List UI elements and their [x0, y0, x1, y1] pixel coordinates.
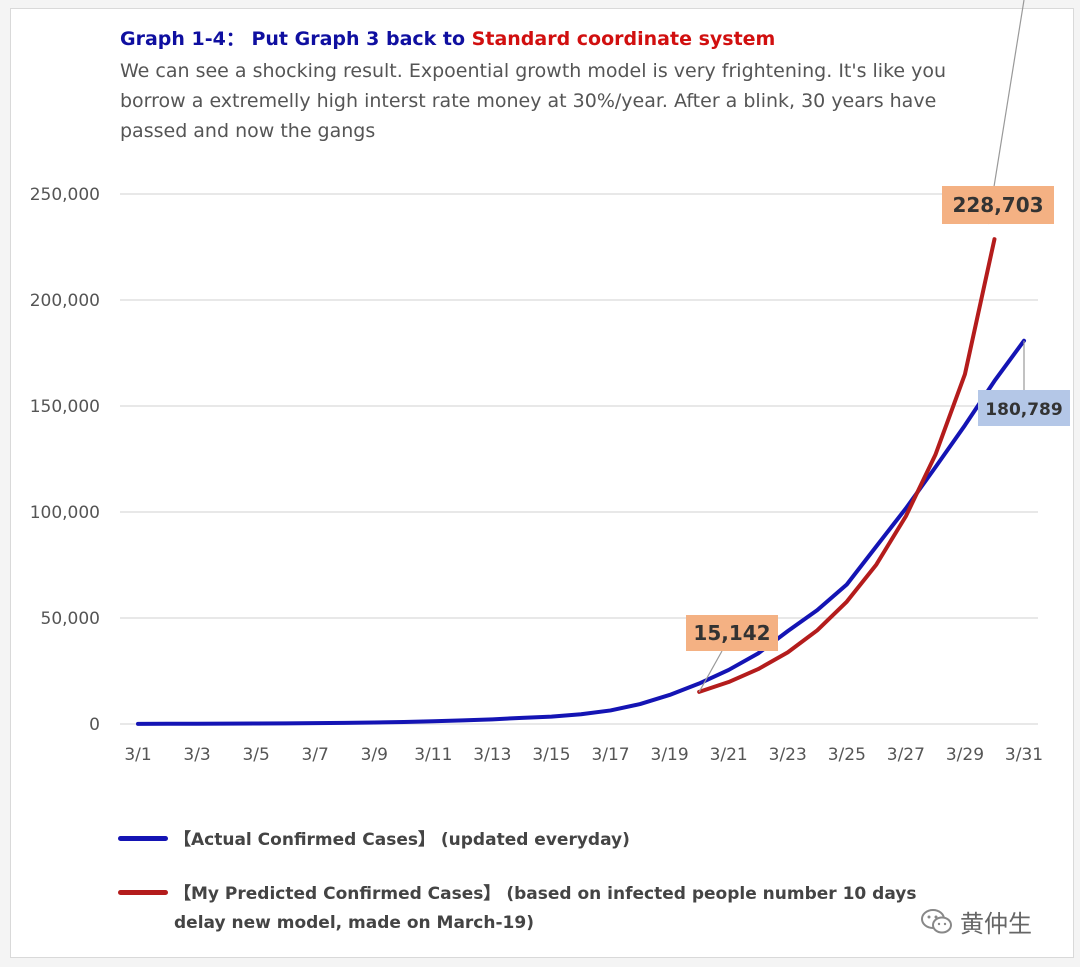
x-tick-label: 3/27 — [887, 745, 925, 765]
legend-swatch-actual — [118, 836, 168, 841]
y-tick-label: 200,000 — [30, 291, 100, 311]
x-tick-label: 3/7 — [302, 745, 329, 765]
annotations: 15,142 228,703 180,789 — [686, 0, 1070, 693]
watermark: 黄仲生 — [920, 904, 1032, 939]
y-tick-label: 150,000 — [30, 397, 100, 417]
x-tick-label: 3/23 — [769, 745, 807, 765]
legend-item-actual: 【Actual Confirmed Cases】 (updated everyd… — [118, 826, 964, 855]
legend-label-predicted: 【My Predicted Confirmed Cases】 (based on… — [174, 884, 917, 933]
x-tick-label: 3/11 — [414, 745, 452, 765]
data-label: 180,789 — [985, 400, 1062, 420]
y-tick-label: 0 — [89, 715, 100, 735]
series-lines — [136, 237, 1026, 726]
x-tick-label: 3/19 — [651, 745, 689, 765]
x-tick-label: 3/31 — [1005, 745, 1043, 765]
wechat-icon — [921, 908, 952, 933]
y-tick-label: 50,000 — [41, 609, 100, 629]
legend-item-predicted: 【My Predicted Confirmed Cases】 (based on… — [118, 880, 964, 938]
x-tick-label: 3/21 — [710, 745, 748, 765]
annotation-box — [686, 615, 778, 651]
x-tick-label: 3/29 — [946, 745, 984, 765]
y-tick-label: 100,000 — [30, 503, 100, 523]
annotation-box — [942, 186, 1054, 224]
x-tick-label: 3/25 — [828, 745, 866, 765]
x-tick-label: 3/13 — [473, 745, 511, 765]
x-tick-label: 3/3 — [183, 745, 210, 765]
data-label: 228,703 — [952, 193, 1043, 217]
watermark-text: 黄仲生 — [960, 910, 1032, 938]
x-tick-label: 3/1 — [124, 745, 151, 765]
x-tick-label: 3/17 — [591, 745, 629, 765]
grid-lines — [120, 193, 1038, 725]
y-axis-ticks: 0 50,000 100,000 150,000 200,000 250,000 — [30, 185, 100, 735]
annotation-box — [978, 390, 1070, 426]
y-tick-label: 250,000 — [30, 185, 100, 205]
data-label: 15,142 — [693, 621, 770, 645]
x-tick-label: 3/9 — [361, 745, 388, 765]
annotation-leader-line — [698, 650, 723, 693]
x-tick-label: 3/5 — [242, 745, 269, 765]
chart-title-prefix: Graph 1-4： Put Graph 3 back to — [120, 28, 472, 50]
legend-label-actual: 【Actual Confirmed Cases】 (updated everyd… — [174, 830, 630, 850]
chart-subtitle: We can see a shocking result. Expoential… — [120, 60, 947, 142]
x-axis-ticks: 3/1 3/3 3/5 3/7 3/9 3/11 3/13 3/15 3/17 3/19 3/21 3… — [124, 745, 1043, 765]
x-tick-label: 3/15 — [532, 745, 570, 765]
series-line-actual — [136, 338, 1026, 726]
legend-swatch-predicted — [118, 890, 168, 895]
chart-title: Graph 1-4： Put Graph 3 back to Standard … — [120, 24, 775, 51]
chart-panel — [10, 8, 1074, 958]
chart-title-highlight: Standard coordinate system — [471, 28, 776, 50]
